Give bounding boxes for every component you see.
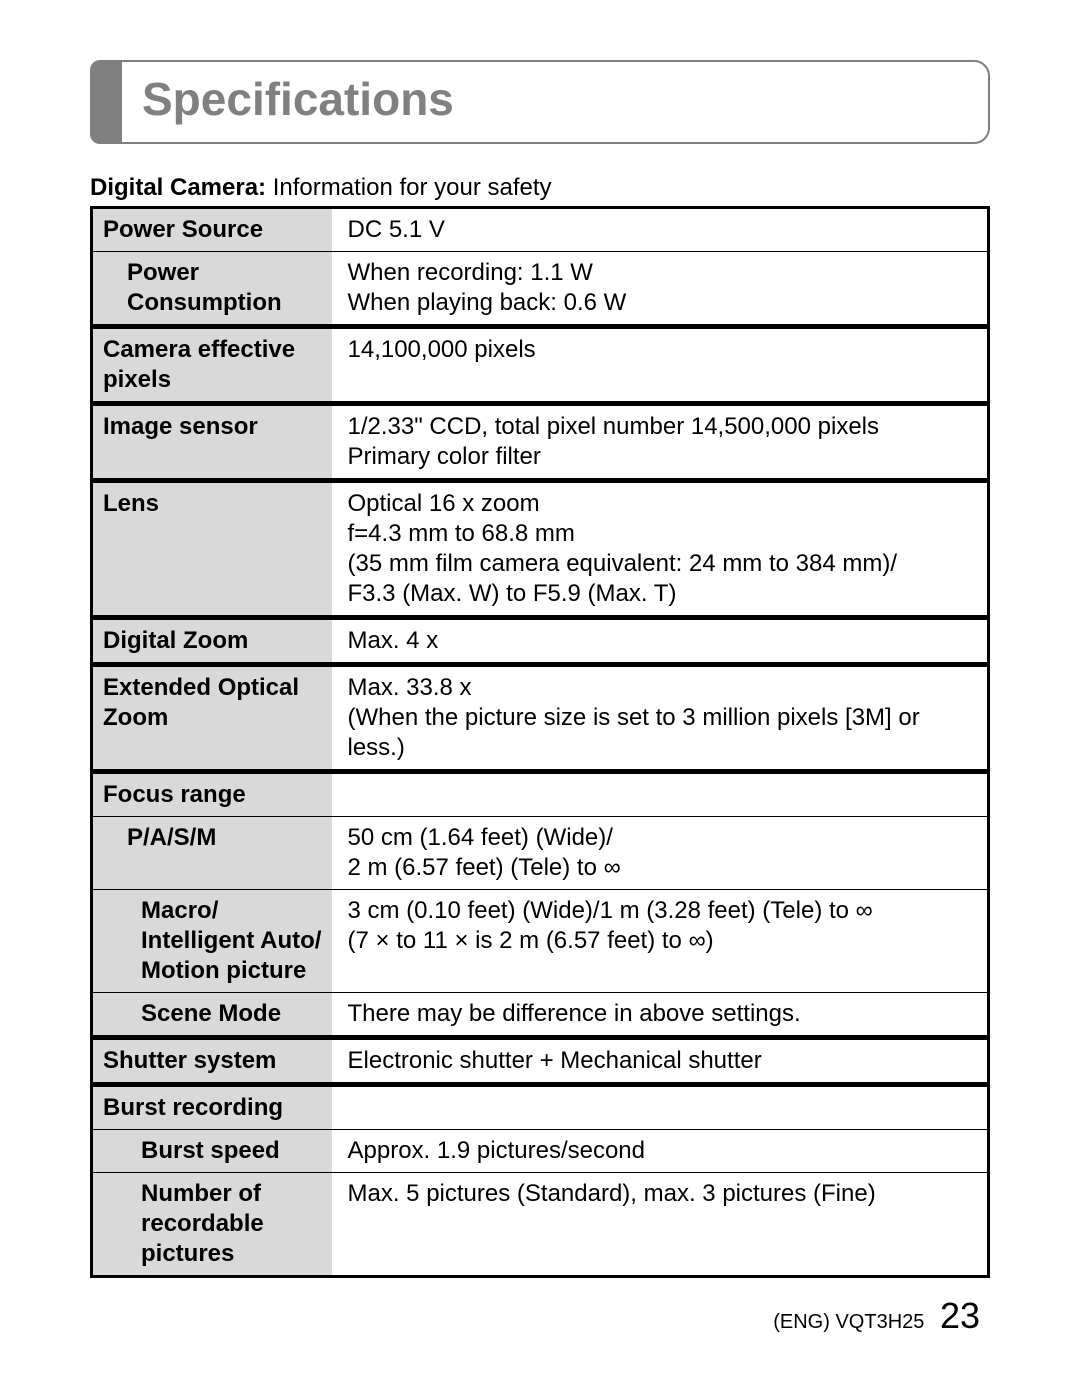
table-row: Digital ZoomMax. 4 x: [92, 618, 989, 665]
intro-line: Digital Camera: Information for your saf…: [90, 174, 990, 202]
page-title: Specifications: [142, 73, 454, 125]
table-row: Scene ModeThere may be difference in abo…: [92, 993, 989, 1038]
footer-page-number: 23: [940, 1295, 980, 1336]
row-label: Scene Mode: [92, 993, 332, 1038]
row-value: 1/2.33" CCD, total pixel number 14,500,0…: [332, 404, 989, 481]
title-tab: [90, 60, 120, 144]
table-row: LensOptical 16 x zoomf=4.3 mm to 68.8 mm…: [92, 481, 989, 618]
row-label: Power Consumption: [92, 252, 332, 327]
row-label: Burst speed: [92, 1130, 332, 1173]
table-row: Power ConsumptionWhen recording: 1.1 WWh…: [92, 252, 989, 327]
row-label: Focus range: [92, 772, 332, 817]
footer-doc-code: VQT3H25: [835, 1311, 924, 1333]
row-label: Digital Zoom: [92, 618, 332, 665]
row-value: There may be difference in above setting…: [332, 993, 989, 1038]
row-value: Approx. 1.9 pictures/second: [332, 1130, 989, 1173]
intro-bold: Digital Camera:: [90, 174, 266, 201]
table-row: Camera effective pixels14,100,000 pixels: [92, 327, 989, 404]
row-label: P/A/S/M: [92, 817, 332, 890]
table-row: Macro/Intelligent Auto/Motion picture3 c…: [92, 890, 989, 993]
row-value: When recording: 1.1 WWhen playing back: …: [332, 252, 989, 327]
row-value: Max. 33.8 x(When the picture size is set…: [332, 665, 989, 772]
table-row: Focus range: [92, 772, 989, 817]
title-box: Specifications: [120, 60, 990, 144]
title-bar: Specifications: [90, 60, 990, 144]
row-label: Burst recording: [92, 1085, 332, 1130]
table-row: Shutter systemElectronic shutter + Mecha…: [92, 1038, 989, 1085]
row-label: Number of recordable pictures: [92, 1173, 332, 1277]
spec-table: Power SourceDC 5.1 VPower ConsumptionWhe…: [90, 206, 990, 1278]
table-row: Extended Optical ZoomMax. 33.8 x(When th…: [92, 665, 989, 772]
intro-rest: Information for your safety: [266, 174, 551, 201]
table-row: Number of recordable picturesMax. 5 pict…: [92, 1173, 989, 1277]
row-label: Camera effective pixels: [92, 327, 332, 404]
table-row: P/A/S/M50 cm (1.64 feet) (Wide)/2 m (6.5…: [92, 817, 989, 890]
row-value: Max. 4 x: [332, 618, 989, 665]
row-value: 3 cm (0.10 feet) (Wide)/1 m (3.28 feet) …: [332, 890, 989, 993]
row-value: Electronic shutter + Mechanical shutter: [332, 1038, 989, 1085]
footer-lang: (ENG): [773, 1311, 830, 1333]
row-label: Extended Optical Zoom: [92, 665, 332, 772]
row-value: [332, 772, 989, 817]
row-value: Optical 16 x zoomf=4.3 mm to 68.8 mm(35 …: [332, 481, 989, 618]
row-value: [332, 1085, 989, 1130]
table-row: Image sensor1/2.33" CCD, total pixel num…: [92, 404, 989, 481]
row-label: Lens: [92, 481, 332, 618]
row-label: Power Source: [92, 208, 332, 252]
row-value: DC 5.1 V: [332, 208, 989, 252]
row-label: Image sensor: [92, 404, 332, 481]
table-row: Burst recording: [92, 1085, 989, 1130]
row-value: 50 cm (1.64 feet) (Wide)/2 m (6.57 feet)…: [332, 817, 989, 890]
row-label: Shutter system: [92, 1038, 332, 1085]
page-footer: (ENG) VQT3H25 23: [773, 1295, 980, 1337]
row-value: Max. 5 pictures (Standard), max. 3 pictu…: [332, 1173, 989, 1277]
table-row: Power SourceDC 5.1 V: [92, 208, 989, 252]
row-label: Macro/Intelligent Auto/Motion picture: [92, 890, 332, 993]
table-row: Burst speedApprox. 1.9 pictures/second: [92, 1130, 989, 1173]
row-value: 14,100,000 pixels: [332, 327, 989, 404]
